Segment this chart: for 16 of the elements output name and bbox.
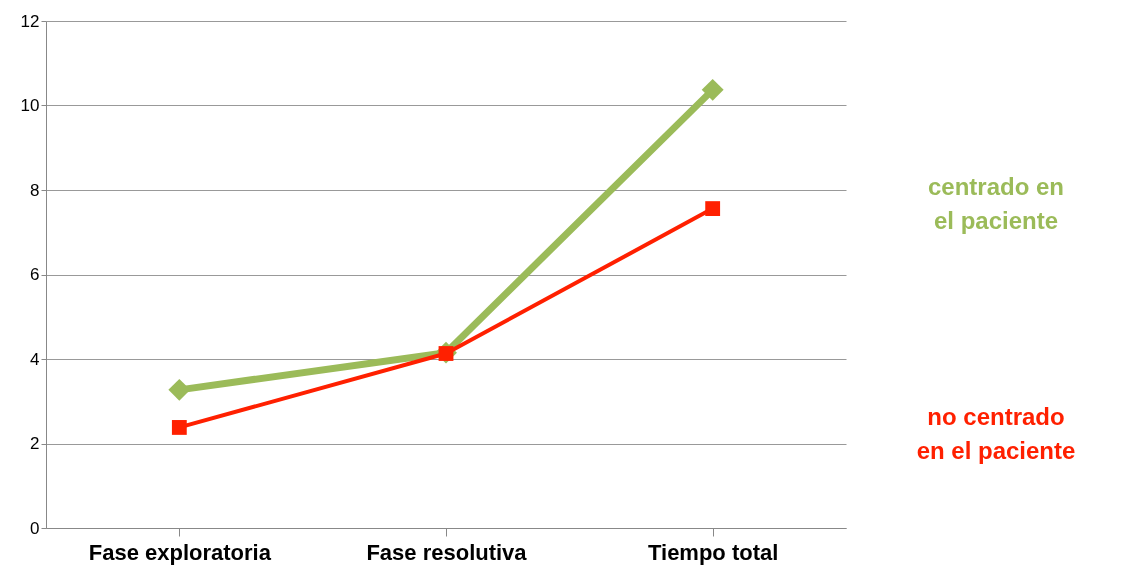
x-tick-label: Fase resolutiva (366, 539, 528, 565)
point (171, 420, 187, 435)
point (705, 201, 721, 217)
x-tick-label: Tiempo total (647, 539, 779, 565)
y-tick-label: 10 (20, 96, 40, 115)
y-tick-label: 8 (30, 180, 40, 200)
point (168, 378, 191, 401)
text: no centrado en el paciente (916, 403, 1076, 464)
y-tick-label: 6 (30, 265, 40, 284)
y-tick-label: 0 (30, 518, 40, 538)
y-tick-label: 4 (30, 349, 40, 369)
text: centrado en el paciente (927, 173, 1065, 234)
y-tick-label: 2 (30, 434, 40, 453)
point (701, 78, 724, 101)
y-tick-label: 12 (20, 11, 40, 31)
x-tick-label: Fase exploratoria (88, 539, 272, 565)
